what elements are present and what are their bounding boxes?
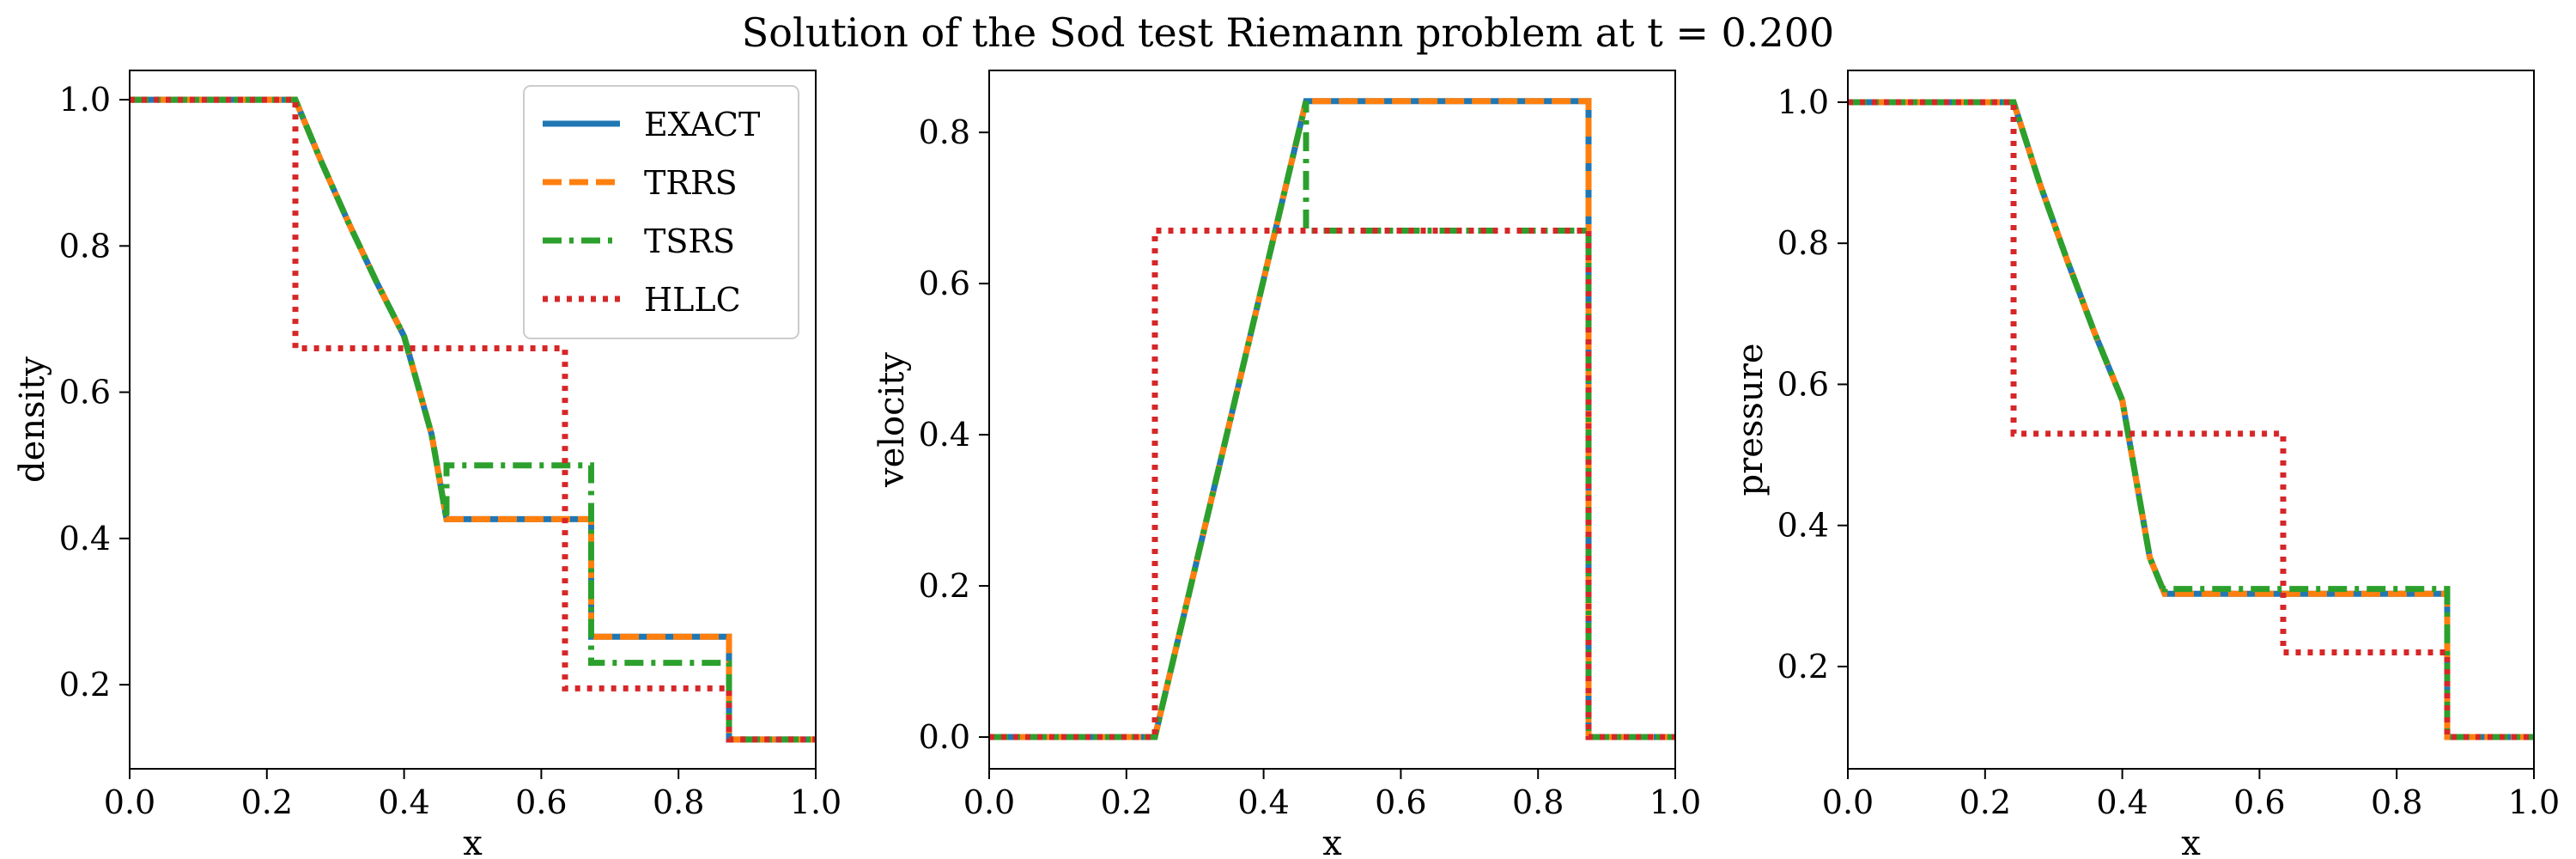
- series-line-tsrs: [989, 100, 1675, 740]
- x-tick-label: 0.2: [1101, 783, 1152, 821]
- x-tick-label: 0.4: [1237, 783, 1289, 821]
- legend-box: [523, 85, 799, 339]
- axes-frame: [988, 70, 1676, 770]
- y-tick-label: 1.0: [1777, 83, 1829, 121]
- legend-label: TSRS: [644, 222, 735, 260]
- y-tick-label: 0.4: [1777, 507, 1829, 545]
- x-tick-label: 0.8: [2371, 783, 2422, 821]
- axes-frame: [1847, 70, 2535, 770]
- y-tick-label: 0.6: [59, 374, 111, 411]
- series-line-trrs: [130, 96, 816, 743]
- y-tick-label: 0.8: [59, 227, 111, 265]
- y-axis-label: pressure: [1731, 343, 1771, 496]
- legend: EXACT TRRS TSRS HLLC: [523, 85, 799, 339]
- y-tick-label: 0.2: [919, 567, 970, 605]
- x-axis: 0.0 0.2 0.4 0.6 0.8 1.0 x: [963, 769, 1701, 859]
- y-tick-label: 0.4: [59, 520, 111, 557]
- figure-title: Solution of the Sod test Riemann problem…: [742, 9, 1834, 56]
- x-tick-label: 0.0: [963, 783, 1015, 821]
- x-tick-label: 0.2: [241, 783, 293, 821]
- y-tick-label: 0.8: [1777, 224, 1829, 262]
- y-axis: 0.2 0.4 0.6 0.8 1.0 pressure: [1731, 83, 1848, 685]
- x-axis: 0.0 0.2 0.4 0.6 0.8 1.0 x: [1822, 769, 2560, 859]
- legend-label: EXACT: [644, 106, 760, 143]
- subplots: 0.0 0.2 0.4 0.6 0.8 1.0 x 0.2 0.4 0.6 0.8 1.0 densit…: [13, 70, 2560, 859]
- y-tick-label: 0.6: [1777, 365, 1829, 403]
- y-tick-label: 1.0: [59, 81, 111, 119]
- series-line-hllc: [989, 228, 1675, 740]
- x-tick-label: 1.0: [1649, 783, 1701, 821]
- x-axis-label: x: [1322, 824, 1342, 859]
- series-line-hllc: [130, 96, 816, 743]
- x-tick-label: 0.8: [653, 783, 704, 821]
- x-tick-label: 1.0: [2508, 783, 2560, 821]
- y-tick-label: 0.2: [59, 666, 111, 704]
- y-axis: 0.2 0.4 0.6 0.8 1.0 density: [13, 81, 130, 704]
- plot-area: [989, 98, 1675, 740]
- x-tick-label: 0.6: [2233, 783, 2285, 821]
- legend-label: TRRS: [644, 164, 738, 202]
- y-axis: 0.0 0.2 0.4 0.6 0.8 velocity: [872, 113, 989, 756]
- x-axis-label: x: [463, 824, 483, 859]
- y-tick-label: 0.8: [919, 113, 970, 151]
- x-axis: 0.0 0.2 0.4 0.6 0.8 1.0 x: [104, 769, 841, 859]
- y-axis-label: density: [13, 356, 52, 483]
- x-tick-label: 0.0: [1822, 783, 1874, 821]
- y-tick-label: 0.0: [919, 718, 970, 756]
- series-line-trrs: [989, 98, 1675, 740]
- axes-frame: [129, 70, 817, 770]
- x-tick-label: 0.4: [378, 783, 429, 821]
- series-line-tsrs: [1848, 99, 2534, 740]
- legend-label: HLLC: [644, 281, 741, 319]
- plot-area: [1848, 99, 2534, 740]
- subplot-velocity: 0.0 0.2 0.4 0.6 0.8 1.0 x 0.0 0.2 0.4 0.6 0.8 veloci…: [872, 70, 1701, 859]
- x-tick-label: 0.8: [1512, 783, 1564, 821]
- x-tick-label: 0.6: [1375, 783, 1426, 821]
- subplot-density: 0.0 0.2 0.4 0.6 0.8 1.0 x 0.2 0.4 0.6 0.8 1.0 densit…: [13, 70, 841, 859]
- y-tick-label: 0.2: [1777, 648, 1829, 685]
- y-tick-label: 0.6: [919, 265, 970, 302]
- y-tick-label: 0.4: [919, 416, 970, 454]
- subplot-pressure: 0.0 0.2 0.4 0.6 0.8 1.0 x 0.2 0.4 0.6 0.8 1.0 pressu…: [1731, 70, 2560, 859]
- x-tick-label: 0.6: [515, 783, 567, 821]
- series-line-hllc: [1848, 99, 2534, 740]
- plot-area: [130, 96, 816, 743]
- x-tick-label: 1.0: [790, 783, 841, 821]
- x-tick-label: 0.0: [104, 783, 155, 821]
- y-axis-label: velocity: [872, 352, 912, 488]
- x-tick-label: 0.2: [1959, 783, 2011, 821]
- x-axis-label: x: [2181, 824, 2201, 859]
- x-tick-label: 0.4: [2096, 783, 2148, 821]
- series-line-tsrs: [130, 96, 816, 743]
